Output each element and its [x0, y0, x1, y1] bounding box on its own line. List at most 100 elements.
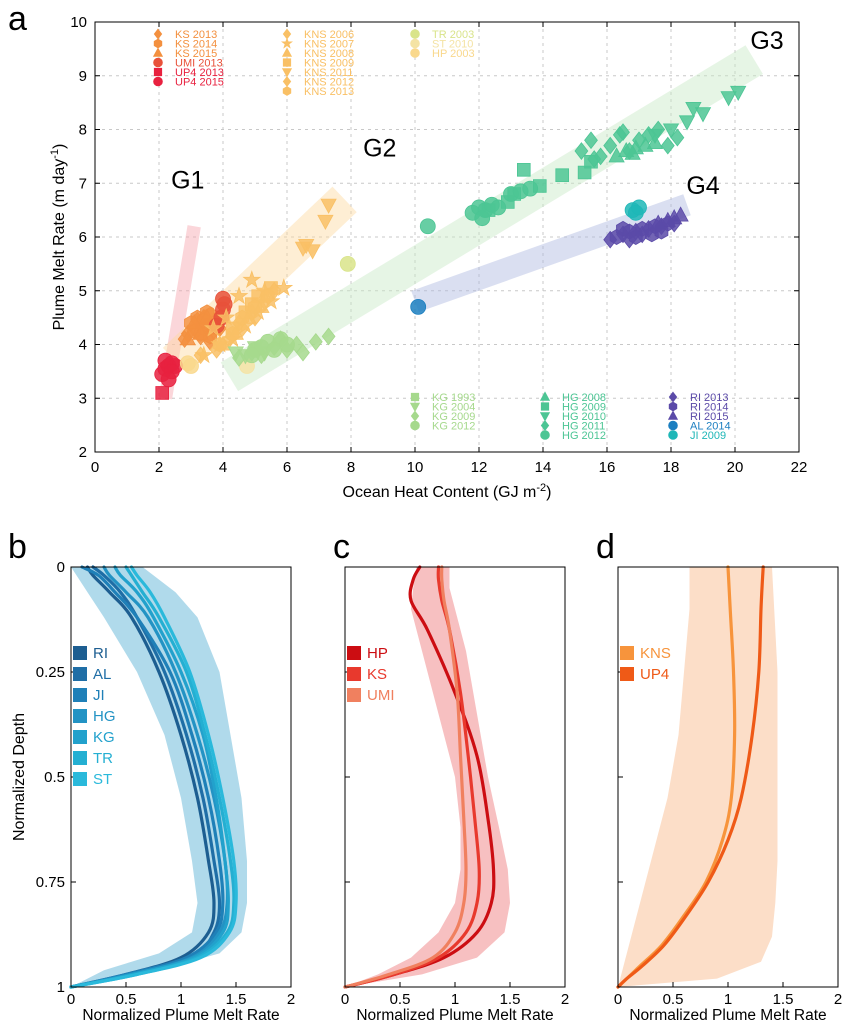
- x-tick-label: 18: [663, 459, 680, 476]
- data-point: [248, 298, 262, 315]
- series-kns-2011: [294, 198, 337, 260]
- legend-swatch: [73, 667, 87, 681]
- legend-label: JI: [93, 687, 105, 704]
- x-tick-label: 0: [614, 991, 622, 1008]
- legend-marker: [282, 76, 292, 87]
- x-tick-label: 0: [341, 991, 349, 1008]
- legend-label: KNS 2013: [304, 86, 354, 98]
- legend-label: RI 2014: [690, 402, 729, 414]
- legend-swatch: [347, 667, 361, 681]
- y-axis-title: Plume Melt Rate (m day-1): [49, 144, 68, 331]
- data-point: [622, 142, 637, 160]
- x-tick-label: 2: [287, 991, 295, 1008]
- legend-marker: [409, 402, 421, 413]
- legend-swatch: [347, 688, 361, 702]
- data-point: [730, 85, 747, 101]
- y-tick-label: 0.75: [36, 874, 65, 891]
- legend-marker: [410, 38, 420, 49]
- legend-label: UP4: [640, 666, 669, 683]
- legend-label: HP 2003: [432, 48, 475, 60]
- legend-label: HG 2008: [562, 392, 606, 404]
- data-point: [304, 244, 321, 260]
- data-point: [215, 290, 231, 307]
- legend-marker: [668, 391, 678, 403]
- legend-label: TR 2003: [432, 29, 474, 41]
- series-al-2014: [410, 298, 427, 315]
- y-tick-label: 5: [79, 283, 87, 300]
- data-point: [419, 218, 436, 235]
- legend-marker: [539, 412, 551, 422]
- legend-label: KG 2012: [432, 421, 475, 433]
- x-axis-title: Normalized Plume Melt Rate: [82, 1007, 279, 1024]
- group-label-g1: G1: [171, 167, 204, 195]
- profile-line-ks: [343, 565, 481, 989]
- legend-swatch: [73, 646, 87, 660]
- series-hg-2010: [646, 85, 747, 144]
- data-point: [603, 136, 618, 155]
- legend-swatch: [347, 646, 361, 660]
- legend-label: KNS 2012: [304, 77, 354, 89]
- data-point: [474, 210, 491, 227]
- legend-marker: [282, 86, 292, 96]
- series-ji-2009: [624, 199, 647, 221]
- legend-marker: [152, 47, 164, 57]
- legend-label: HP: [367, 645, 388, 662]
- legend-label: KS 2015: [175, 48, 217, 60]
- legend-label: HG 2009: [562, 402, 606, 414]
- legend-swatch: [73, 730, 87, 744]
- y-axis-title-end: ): [51, 144, 68, 149]
- legend-marker: [668, 401, 678, 412]
- y-axis-title-sup: -1: [49, 149, 61, 159]
- y-tick-label: 0: [57, 559, 65, 576]
- data-point: [186, 313, 203, 329]
- data-point: [678, 115, 696, 131]
- legend-label: KS: [367, 666, 387, 683]
- legend-swatch: [73, 772, 87, 786]
- data-point: [216, 307, 236, 326]
- series-tr-2003: [339, 255, 356, 272]
- group-label-g3: G3: [750, 27, 783, 55]
- series-up4-2013: [155, 386, 169, 400]
- data-point: [192, 324, 209, 340]
- data-point: [574, 142, 589, 160]
- x-axis-title: Ocean Heat Content (GJ m-2): [343, 482, 552, 501]
- legend-marker: [153, 57, 163, 68]
- legend-marker: [410, 420, 420, 431]
- y-tick-label: 1: [57, 979, 65, 996]
- data-point: [490, 199, 507, 216]
- panel-letter-c: c: [333, 528, 350, 566]
- x-tick-label: 2: [561, 991, 569, 1008]
- legend-marker: [410, 48, 420, 58]
- data-point: [212, 336, 227, 353]
- series-hg-2012: [419, 180, 539, 235]
- group-label-g2: G2: [363, 134, 396, 162]
- group-label-g4: G4: [686, 172, 719, 200]
- data-point: [670, 128, 685, 147]
- data-point: [339, 255, 356, 272]
- data-point: [194, 345, 214, 364]
- legend-label: KS 2013: [175, 29, 217, 41]
- legend-label: UMI 2013: [175, 58, 223, 70]
- legend-label: KG 1993: [432, 392, 475, 404]
- legend-label: KS 2014: [175, 39, 217, 51]
- x-tick-label: 0: [91, 459, 99, 476]
- x-tick-label: 0.5: [116, 991, 137, 1008]
- panel-letter-b: b: [8, 528, 27, 566]
- legend-label: UP4 2015: [175, 77, 224, 89]
- profile-line-ji: [69, 565, 225, 989]
- uncertainty-band: [345, 567, 510, 987]
- legend-label: KNS 2011: [304, 67, 353, 79]
- x-tick-label: 1.5: [773, 991, 794, 1008]
- data-point: [650, 214, 667, 230]
- uncertainty-band: [618, 567, 778, 987]
- profile-line-umi: [343, 565, 468, 989]
- x-axis-title-sup: -2: [536, 482, 546, 494]
- legend-marker: [153, 38, 163, 49]
- data-point: [660, 136, 675, 155]
- data-point: [225, 325, 240, 342]
- data-point: [155, 386, 169, 400]
- y-axis-title-main: Plume Melt Rate (m day: [51, 159, 68, 331]
